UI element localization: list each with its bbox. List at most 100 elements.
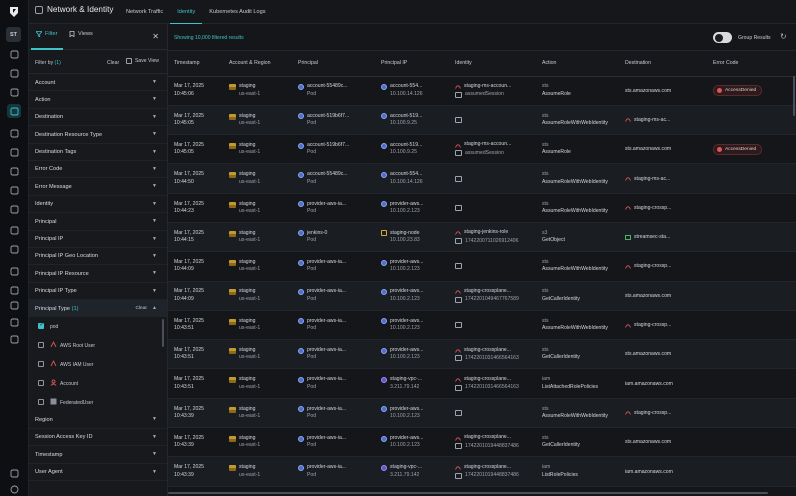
cell-principal-ip[interactable]: provider-aws... 10.100.2.123 xyxy=(375,339,449,370)
inventory-icon[interactable] xyxy=(7,85,21,99)
filter-section-region[interactable]: Region ▼ xyxy=(29,411,167,429)
settings-icon[interactable] xyxy=(7,283,21,297)
option-account[interactable]: Account xyxy=(29,374,167,393)
filter-section-destination[interactable]: Destination ▼ xyxy=(29,109,167,127)
refresh-icon[interactable]: ↻ xyxy=(780,32,787,41)
cell-destination[interactable]: sts.amazonaws.com xyxy=(619,339,707,370)
cell-identity[interactable] xyxy=(449,193,536,223)
cell-principal-ip[interactable]: staging-vpc-... 3.211.79.142 xyxy=(375,456,449,487)
filter-section-error-message[interactable]: Error Message ▼ xyxy=(29,178,167,196)
cell-destination[interactable]: staging-crossp... xyxy=(619,193,707,223)
filter-section-principal-type[interactable]: Principal Type (1) Clear ▲ xyxy=(29,300,167,318)
group-results-toggle[interactable] xyxy=(713,32,732,43)
table-row[interactable]: Mar 17, 2025 10:44:09 staging us-east-1 prov… xyxy=(168,281,796,311)
checkbox[interactable] xyxy=(38,342,44,349)
cell-account-region[interactable]: staging us-east-1 xyxy=(223,310,292,341)
filter-section-destination-resource-type[interactable]: Destination Resource Type ▼ xyxy=(29,126,167,144)
table-row[interactable]: Mar 17, 2025 10:43:51 staging us-east-1 prov… xyxy=(168,368,796,399)
cell-destination[interactable]: staging-ms-ac... xyxy=(619,163,707,194)
gift-icon[interactable] xyxy=(7,223,21,237)
cell-identity[interactable]: staging-crossplane... 1742201031466564163 xyxy=(449,368,536,399)
cell-principal[interactable]: provider-aws-ia... Pod xyxy=(292,310,375,341)
cell-account-region[interactable]: staging us-east-1 xyxy=(223,76,292,106)
cell-principal[interactable]: provider-aws-ia... Pod xyxy=(292,456,375,487)
cell-destination[interactable]: staging-ms-ac... xyxy=(619,105,707,136)
dashboard-icon[interactable] xyxy=(7,47,21,61)
option-federateduser[interactable]: FederatedUser xyxy=(29,393,167,412)
cell-identity[interactable] xyxy=(449,105,536,136)
cell-principal-ip[interactable]: provider-aws... 10.100.2.123 xyxy=(375,193,449,223)
cell-principal[interactable]: account-519b6f7... Pod xyxy=(292,105,375,136)
cell-account-region[interactable]: staging us-east-1 xyxy=(223,163,292,194)
cell-destination[interactable]: sts.amazonaws.com xyxy=(619,134,707,165)
cross-icon[interactable] xyxy=(7,126,21,140)
column-header-action[interactable]: Action xyxy=(536,51,619,77)
cell-principal[interactable]: account-519b6f7... Pod xyxy=(292,134,375,165)
cell-account-region[interactable]: staging us-east-1 xyxy=(223,251,292,282)
filter-section-account[interactable]: Account ▼ xyxy=(29,74,167,92)
clear-filters-button[interactable]: Clear xyxy=(107,60,120,66)
cell-principal[interactable]: jenkins-0 Pod xyxy=(292,222,375,253)
cell-identity[interactable]: staging-crossplane... 1742201019448837486 xyxy=(449,456,536,487)
checkbox[interactable] xyxy=(38,380,44,387)
cell-destination[interactable]: streamsec-sta... xyxy=(619,222,707,253)
cell-identity[interactable]: staging-crossplane... 1742201031466564163 xyxy=(449,339,536,370)
option-aws-root-user[interactable]: AWS Root User xyxy=(29,336,167,355)
save-view-button[interactable]: Save View xyxy=(126,58,159,64)
cell-account-region[interactable]: staging us-east-1 xyxy=(223,134,292,165)
cell-identity[interactable] xyxy=(449,310,536,341)
views-tab[interactable]: Views xyxy=(69,31,93,37)
cell-destination[interactable]: sts.amazonaws.com xyxy=(619,281,707,311)
vertical-scrollbar[interactable] xyxy=(793,76,795,116)
cell-account-region[interactable]: staging us-east-1 xyxy=(223,339,292,370)
cell-principal-ip[interactable]: provider-aws... 10.100.2.123 xyxy=(375,310,449,341)
cell-account-region[interactable]: staging us-east-1 xyxy=(223,105,292,136)
filter-section-action[interactable]: Action ▼ xyxy=(29,91,167,109)
tab-network-traffic[interactable]: Network Traffic xyxy=(126,9,164,15)
cell-principal[interactable]: provider-aws-ia... Pod xyxy=(292,398,375,429)
cell-destination[interactable]: staging-crossp... xyxy=(619,251,707,282)
cell-principal-ip[interactable]: account-554... 10.100.14.126 xyxy=(375,76,449,106)
option-aws-iam-user[interactable]: AWS IAM User xyxy=(29,355,167,374)
filter-section-user-agent[interactable]: User Agent ▼ xyxy=(29,464,167,482)
cell-destination[interactable]: sts.amazonaws.com xyxy=(619,427,707,458)
filter-section-identity[interactable]: Identity ▼ xyxy=(29,196,167,214)
column-header-principal-ip[interactable]: Principal IP xyxy=(375,51,449,77)
cell-principal[interactable]: provider-aws-ia... Pod xyxy=(292,339,375,370)
cell-principal-ip[interactable]: provider-aws... 10.100.2.123 xyxy=(375,427,449,458)
cell-identity[interactable]: staging-crossplane... 1742201019448837486 xyxy=(449,427,536,458)
cell-principal-ip[interactable]: staging-node 10.100.23.83 xyxy=(375,222,449,253)
cell-account-region[interactable]: staging us-east-1 xyxy=(223,456,292,487)
table-row[interactable]: Mar 17, 2025 10:44:09 staging us-east-1 prov… xyxy=(168,251,796,282)
cell-principal[interactable]: provider-aws-ia... Pod xyxy=(292,251,375,282)
table-row[interactable]: Mar 17, 2025 10:44:50 staging us-east-1 acco… xyxy=(168,163,796,194)
cell-account-region[interactable]: staging us-east-1 xyxy=(223,427,292,458)
layers-icon[interactable] xyxy=(7,66,21,80)
sparkle-icon[interactable] xyxy=(7,264,21,278)
cell-destination[interactable]: iam.amazonaws.com xyxy=(619,368,707,399)
cell-account-region[interactable]: staging us-east-1 xyxy=(223,398,292,429)
table-row[interactable]: Mar 17, 2025 10:43:39 staging us-east-1 prov… xyxy=(168,398,796,429)
cell-identity[interactable]: staging-jenkins-role 1742200711026912406 xyxy=(449,222,536,253)
column-header-error-code[interactable]: Error Code xyxy=(707,51,796,77)
table-row[interactable]: Mar 17, 2025 10:44:15 staging us-east-1 jenk… xyxy=(168,222,796,253)
filter-section-destination-tags[interactable]: Destination Tags ▼ xyxy=(29,144,167,161)
filter-section-principal-ip-resource[interactable]: Principal IP Resource ▼ xyxy=(29,265,167,283)
table-row[interactable]: Mar 17, 2025 10:43:51 staging us-east-1 prov… xyxy=(168,310,796,341)
shield-icon[interactable] xyxy=(7,242,21,256)
cell-principal-ip[interactable]: account-519... 10.100.9.25 xyxy=(375,134,449,165)
options-scrollbar[interactable] xyxy=(162,319,164,348)
cell-principal[interactable]: account-55489c... Pod xyxy=(292,76,375,106)
column-header-principal[interactable]: Principal xyxy=(292,51,375,77)
alert-icon[interactable] xyxy=(7,145,21,159)
cell-identity[interactable]: staging-ms-accoun... assumedSession xyxy=(449,76,536,106)
cell-identity[interactable] xyxy=(449,163,536,194)
cell-principal[interactable]: provider-aws-ia... Pod xyxy=(292,193,375,223)
filter-tab[interactable]: Filter xyxy=(36,31,57,37)
cell-principal[interactable]: provider-aws-ia... Pod xyxy=(292,368,375,399)
cell-principal[interactable]: account-55489c... Pod xyxy=(292,163,375,194)
help-icon[interactable] xyxy=(7,482,21,496)
cell-destination[interactable]: sts.amazonaws.com xyxy=(619,76,707,106)
target-icon[interactable] xyxy=(7,183,21,197)
table-row[interactable]: Mar 17, 2025 10:43:51 staging us-east-1 prov… xyxy=(168,339,796,370)
